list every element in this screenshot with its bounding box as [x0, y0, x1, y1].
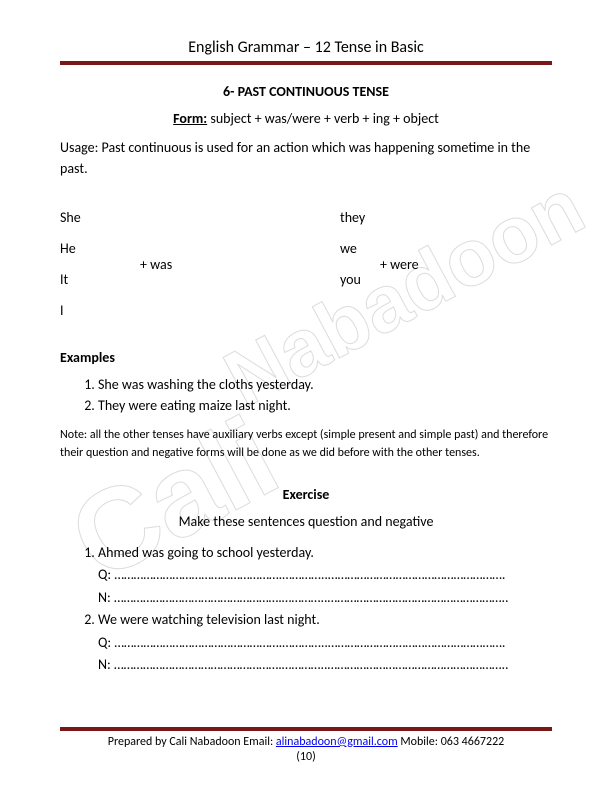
footer: Prepared by Cali Nabadoon Email: alinaba… — [60, 727, 552, 766]
example-item: She was washing the cloths yesterday. — [98, 374, 552, 395]
form-line: Form: subject + was/were + verb + ing + … — [60, 110, 552, 127]
exercise-item: We were watching television last night. … — [98, 609, 552, 676]
pronoun: She — [60, 209, 100, 226]
aux-col-2: + were — [380, 209, 440, 319]
pronoun-table: She He It I + was they we you + were — [60, 209, 552, 319]
exercise-text: We were watching television last night. — [98, 611, 320, 628]
pronoun-col-1: She He It I — [60, 209, 100, 319]
aux-was: + was — [140, 256, 190, 273]
footer-text: Prepared by Cali Nabadoon Email: alinaba… — [60, 735, 552, 766]
exercise-heading: Exercise — [60, 486, 552, 503]
examples-list: She was washing the cloths yesterday. Th… — [60, 374, 552, 416]
note-text: Note: all the other tenses have auxiliar… — [60, 426, 552, 462]
examples-heading: Examples — [60, 349, 552, 366]
section-title: 6- PAST CONTINUOUS TENSE — [60, 83, 552, 100]
exercise-instruction: Make these sentences question and negati… — [60, 513, 552, 530]
header-title: English Grammar – 12 Tense in Basic — [60, 38, 552, 57]
aux-were: + were — [380, 256, 440, 273]
page-content: English Grammar – 12 Tense in Basic 6- P… — [0, 0, 612, 706]
form-text: subject + was/were + verb + ing + object — [207, 110, 439, 127]
exercise-list: Ahmed was going to school yesterday. Q: … — [60, 542, 552, 676]
footer-email-link[interactable]: alinabadoon@gmail.com — [276, 735, 398, 749]
footer-page: (10) — [296, 750, 315, 764]
blank-n: N: …………………………………………….…………..…………………………………… — [98, 656, 509, 673]
header-rule — [60, 61, 552, 65]
footer-prefix: Prepared by Cali Nabadoon Email: — [108, 735, 276, 749]
blank-q: Q: …………………………………………….…………..…………………………………… — [98, 634, 505, 651]
form-label: Form: — [173, 110, 207, 127]
example-item: They were eating maize last night. — [98, 395, 552, 416]
exercise-item: Ahmed was going to school yesterday. Q: … — [98, 542, 552, 609]
blank-n: N: …………………………………………….…………..…………………………………… — [98, 589, 509, 606]
blank-q: Q: …………………………………………….…………..…………………………………… — [98, 566, 505, 583]
footer-rule — [60, 727, 552, 731]
exercise-text: Ahmed was going to school yesterday. — [98, 544, 314, 561]
aux-col-1: + was — [140, 209, 190, 319]
pronoun: It — [60, 271, 100, 288]
pronoun: He — [60, 240, 100, 257]
footer-suffix: Mobile: 063 4667222 — [398, 735, 505, 749]
pronoun-col-2: they we you — [230, 209, 340, 319]
usage-text: Usage: Past continuous is used for an ac… — [60, 137, 552, 179]
pronoun: I — [60, 302, 100, 319]
